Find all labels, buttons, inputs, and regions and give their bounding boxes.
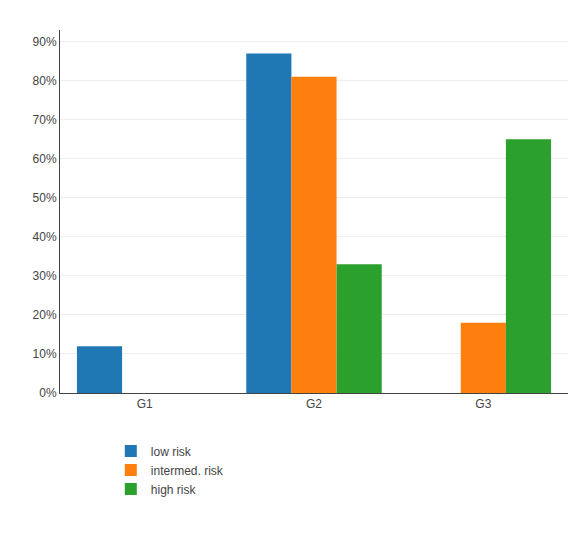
svg-text:0%: 0% <box>39 386 57 400</box>
svg-text:40%: 40% <box>33 230 57 244</box>
svg-text:10%: 10% <box>33 347 57 361</box>
svg-text:G3: G3 <box>475 397 491 411</box>
svg-text:intermed. risk: intermed. risk <box>151 464 224 478</box>
svg-text:80%: 80% <box>33 74 57 88</box>
svg-text:G2: G2 <box>306 397 322 411</box>
svg-text:20%: 20% <box>33 308 57 322</box>
svg-text:low risk: low risk <box>151 445 192 459</box>
svg-text:50%: 50% <box>33 191 57 205</box>
svg-text:90%: 90% <box>33 35 57 49</box>
svg-text:high risk: high risk <box>151 483 197 497</box>
svg-text:60%: 60% <box>33 152 57 166</box>
svg-text:G1: G1 <box>137 397 153 411</box>
svg-text:70%: 70% <box>33 113 57 127</box>
svg-text:30%: 30% <box>33 269 57 283</box>
